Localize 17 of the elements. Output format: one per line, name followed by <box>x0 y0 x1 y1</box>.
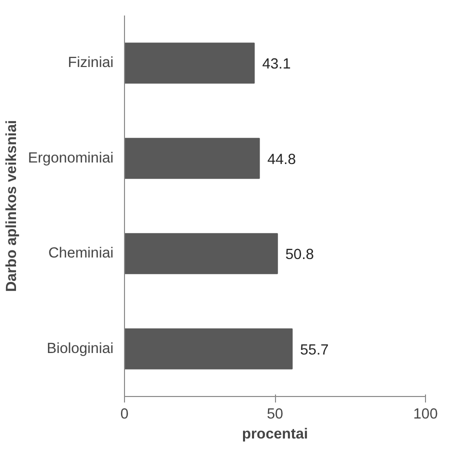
y-tick-label: Cheminiai <box>48 246 114 262</box>
bar <box>124 328 293 370</box>
y-tick-label: Ergonominiai <box>28 150 114 166</box>
y-tick-label: Biologiniai <box>46 340 114 357</box>
data-label: 44.8 <box>267 152 296 168</box>
y-tick-label: Fiziniai <box>68 55 114 72</box>
bar <box>124 233 278 274</box>
x-tick-label: 50 <box>266 406 284 422</box>
x-tick-label: 100 <box>413 406 438 422</box>
bar <box>124 138 260 179</box>
y-axis-title: Darbo aplinkos veiksniai <box>4 120 20 292</box>
x-axis-title: procentai <box>242 426 308 442</box>
data-label: 50.8 <box>285 247 314 264</box>
data-label: 43.1 <box>262 56 291 73</box>
x-tick-label: 0 <box>120 406 129 422</box>
bar <box>124 42 255 84</box>
data-label: 55.7 <box>300 342 329 358</box>
